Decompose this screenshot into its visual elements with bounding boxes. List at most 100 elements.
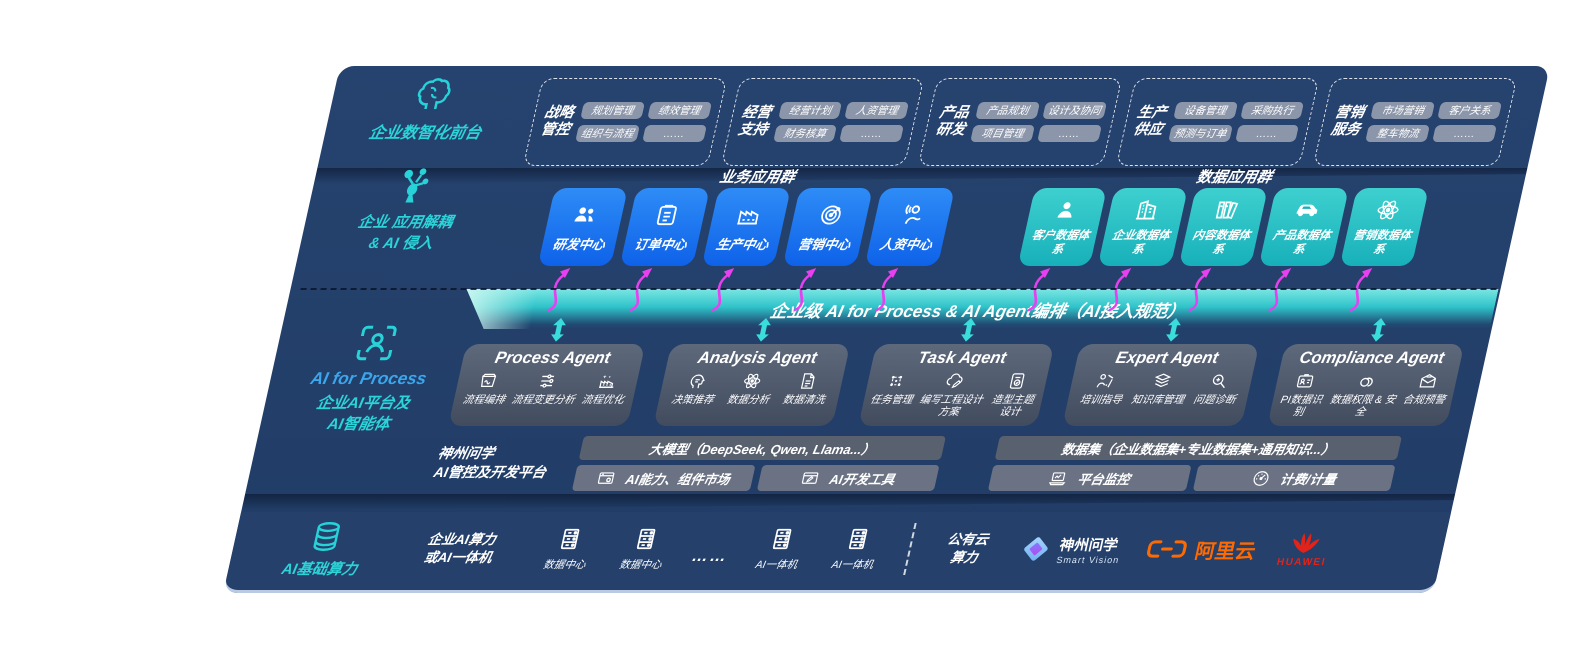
group-name-line1: 营销 xyxy=(1333,104,1366,121)
agent-capability: 知识库管理 xyxy=(1130,371,1190,406)
atom-icon xyxy=(1372,197,1404,223)
business-group-title: 业务应用群 xyxy=(717,169,797,186)
vendor-text: 神州问学 Smart Vision xyxy=(1055,534,1125,565)
app-layer-title-line1: 企业 应用解耦 xyxy=(356,214,455,231)
agent-capability: 培训指导 xyxy=(1076,371,1132,406)
infra-node-label: AI一体机 xyxy=(754,559,799,571)
agent-capability: 任务管理 xyxy=(864,371,922,418)
flow-arrow xyxy=(544,266,584,312)
dataset-panel: 数据集（企业数据集+专业数据集+通用知识...） 平台监控 计费/计量 xyxy=(987,436,1402,491)
front-office-group: 营销 服务 市场营销 客户关系 整车物流…… xyxy=(1313,78,1518,166)
agent-capability-label: 合规预警 xyxy=(1401,394,1447,406)
app-box-label: 产品数据体系 xyxy=(1271,229,1332,256)
group-name-line2: 管控 xyxy=(539,122,572,138)
architecture-diagram: 企业数智化前台 战略 管控 规划管理 绩效管理 组织与流程…… 经营 支持 经营计划… xyxy=(223,66,1551,593)
person-wave-icon xyxy=(897,202,929,228)
flow-monitor-icon xyxy=(476,371,500,391)
agent-layer-title-en: AI for Process xyxy=(308,369,429,388)
factory-icon xyxy=(733,202,765,228)
updown-arrow xyxy=(546,318,572,344)
agent-title: Analysis Agent xyxy=(696,349,819,367)
grid-nodes-icon xyxy=(883,371,907,391)
platform-tool-label: AI能力、组件市场 xyxy=(624,471,732,487)
data-app-box: 内容数据体系 xyxy=(1178,188,1269,266)
group-name-line1: 产品 xyxy=(938,104,971,121)
front-layer-title: 企业数智化前台 xyxy=(367,125,483,142)
vendor-logo: HUAWEI xyxy=(1276,531,1333,568)
front-office-band: 战略 管控 规划管理 绩效管理 组织与流程…… 经营 支持 经营计划 人资管理 财务核算… xyxy=(522,78,1518,166)
id-card-icon xyxy=(1293,371,1317,391)
business-app-box: 人资中心 xyxy=(864,188,955,266)
infra-node: 数据中心 xyxy=(604,517,684,582)
updown-arrow xyxy=(955,318,981,344)
server-icon xyxy=(630,526,662,552)
public-cloud-line1: 公有云 xyxy=(946,531,990,547)
public-cloud-line2: 算力 xyxy=(948,550,980,565)
module-chip: 采购执行 xyxy=(1239,102,1305,119)
building-icon xyxy=(1131,197,1163,223)
updown-arrow xyxy=(1365,318,1391,344)
group-chips: 产品规划 设计及协同 项目管理…… xyxy=(970,102,1107,142)
clipboard-icon xyxy=(651,202,683,228)
cloud-pen-icon xyxy=(943,371,967,391)
platform-label-line2: AI管控及开发平台 xyxy=(432,463,548,480)
agent-capability: 造型主题设计 xyxy=(983,371,1044,418)
vendor-subtitle: Smart Vision xyxy=(1055,554,1121,565)
vendor-text: 阿里云 xyxy=(1193,535,1259,564)
dots-icon xyxy=(700,517,732,543)
group-name-line1: 战略 xyxy=(542,104,576,121)
agent-capability-label: 决策推荐 xyxy=(670,394,715,406)
data-group-title: 数据应用群 xyxy=(1194,169,1274,186)
agent-capability-label: 流程变更分析 xyxy=(510,394,577,406)
public-cloud-label: 公有云 算力 xyxy=(925,531,1007,567)
agent-capability-label: 造型主题设计 xyxy=(990,394,1036,419)
tablet-check-icon xyxy=(1005,371,1029,391)
app-cell: 生产中心 xyxy=(701,188,792,312)
module-chip: 规划管理 xyxy=(580,102,645,119)
agent-title: Compliance Agent xyxy=(1297,349,1446,367)
flow-arrow xyxy=(1265,266,1305,312)
module-chip: …… xyxy=(641,125,707,142)
group-chips: 市场营销 客户关系 整车物流…… xyxy=(1365,102,1502,142)
infra-nodes: 数据中心 数据中心 …… AI一体机 AI一体机 xyxy=(518,517,896,582)
divider-dashed xyxy=(903,523,917,575)
vendor-name: 阿里云 xyxy=(1192,540,1258,563)
module-chip: 组织与流程 xyxy=(575,125,640,142)
flow-arrow xyxy=(626,266,666,312)
alibaba-icon xyxy=(1143,537,1190,561)
agent-capability-label: 流程编排 xyxy=(461,394,507,406)
group-name-line2: 支持 xyxy=(736,122,770,138)
group-name: 战略 管控 xyxy=(539,104,576,140)
car-icon xyxy=(1292,197,1324,223)
module-chip: 财务核算 xyxy=(772,125,838,142)
agent-capability-label: 知识库管理 xyxy=(1130,394,1186,406)
group-name-line2: 服务 xyxy=(1329,122,1362,138)
teacher-icon xyxy=(1093,371,1117,391)
agent-capability-label: 任务管理 xyxy=(869,394,914,406)
data-app-box: 客户数据体系 xyxy=(1017,188,1108,266)
agent-capability: 流程优化 xyxy=(578,371,634,406)
agent-capability-label: 流程优化 xyxy=(580,394,626,406)
infra-layer-label: AI基础算力 xyxy=(254,520,393,579)
platform-panels: 大模型（DeepSeek, Qwen, Llama...） AI能力、组件市场 … xyxy=(571,436,1402,491)
group-name-line1: 经营 xyxy=(740,104,774,121)
agent-capability: PI数据识别 xyxy=(1273,371,1332,418)
huawei-icon xyxy=(1288,531,1323,555)
agent-title: Expert Agent xyxy=(1114,349,1221,367)
agent-capability: 数据分析 xyxy=(723,371,779,406)
agent-capability: 流程编排 xyxy=(459,371,515,406)
gauge-icon xyxy=(1249,469,1272,488)
group-name: 生产 供应 xyxy=(1132,105,1168,140)
ops-row: 平台监控 计费/计量 xyxy=(987,465,1396,491)
module-chip: …… xyxy=(1234,125,1300,142)
factory-opt-icon xyxy=(595,371,619,391)
flow-arrow xyxy=(1184,266,1224,312)
flow-arrow xyxy=(1104,266,1144,312)
agent-capability-label: 编写工程设计方案 xyxy=(918,394,985,419)
app-cell: 产品数据体系 xyxy=(1258,188,1349,312)
app-box-label: 内容数据体系 xyxy=(1191,229,1252,256)
agents-row: Process Agent 流程编排 流程变更分析 流程优化 xyxy=(448,318,1470,426)
vendor-logos: 神州问学 Smart Vision 阿里云 HUAWEI xyxy=(1017,531,1333,568)
app-cell: 订单中心 xyxy=(619,188,710,312)
vendor-name: HUAWEI xyxy=(1275,556,1328,568)
